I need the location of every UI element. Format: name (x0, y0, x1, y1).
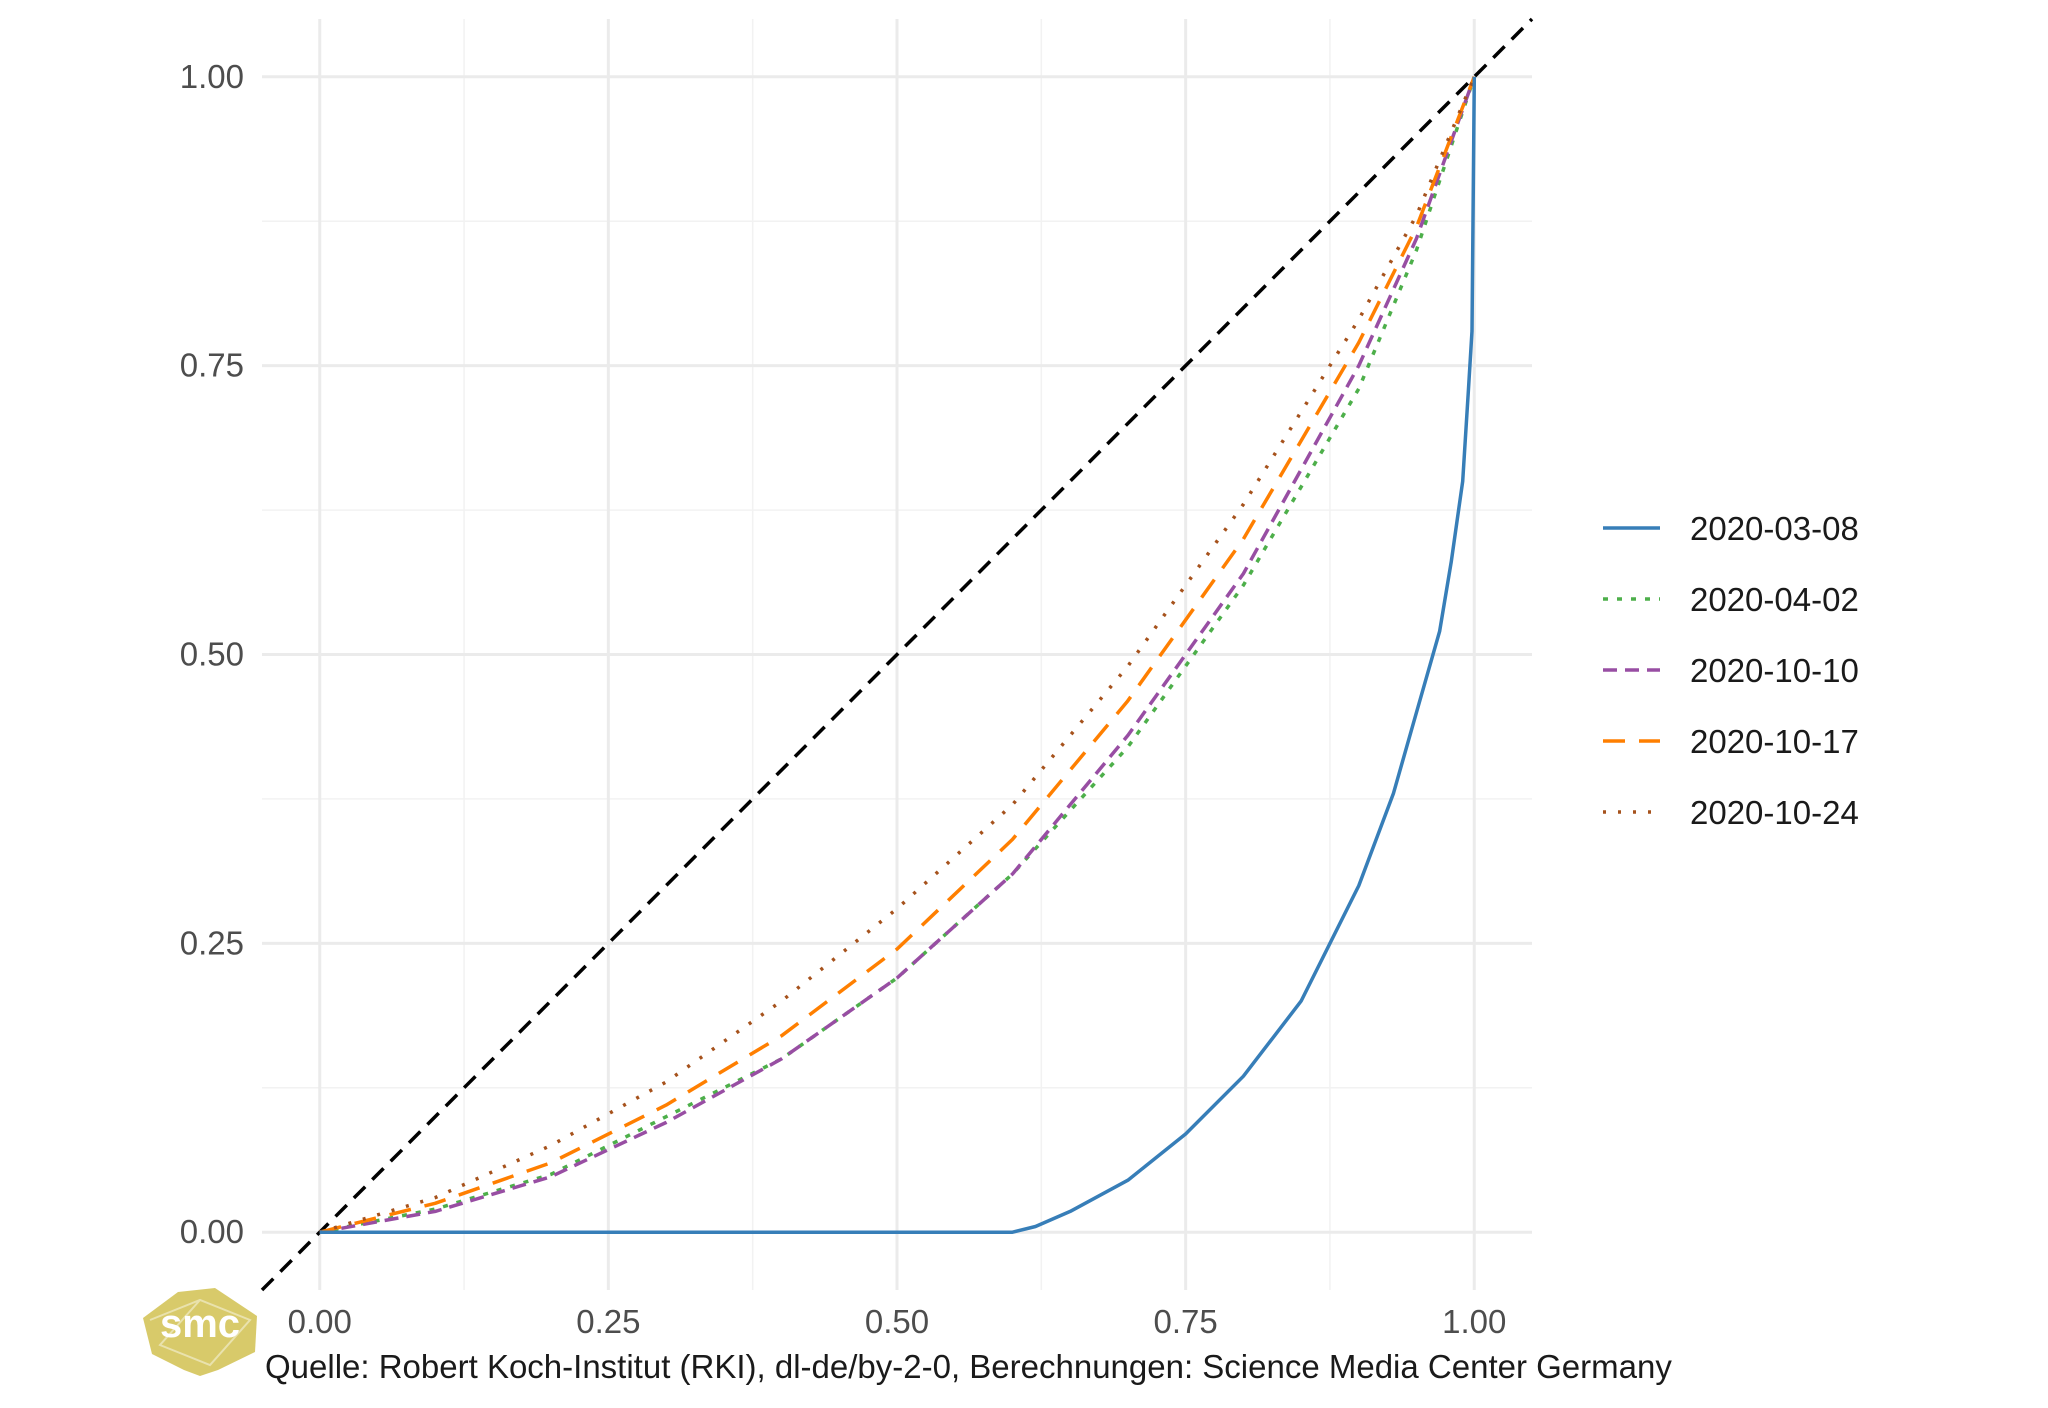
x-tick-label: 0.50 (865, 1303, 929, 1340)
reference-line-layer (260, 17, 1534, 1292)
smc-logo-shape (143, 1288, 257, 1376)
y-tick-label: 0.25 (180, 924, 244, 961)
series-line-2020-03-08 (319, 76, 1477, 1234)
source-caption: Quelle: Robert Koch-Institut (RKI), dl-d… (265, 1348, 1672, 1385)
legend-label-2020-03-08: 2020-03-08 (1690, 510, 1859, 547)
equality-reference-line (260, 17, 1534, 1292)
smc-logo-facet-lines (149, 1298, 252, 1367)
legend: 2020-03-08 2020-04-02 2020-10-10 2020-10-17… (1603, 510, 1859, 831)
axis-labels-layer: 0.00 0.25 0.50 0.75 1.00 0.00 0.25 0.50 0.75 1.00 (180, 58, 1507, 1340)
x-tick-label: 0.25 (576, 1303, 640, 1340)
legend-label-2020-10-17: 2020-10-17 (1690, 723, 1859, 760)
series-line-2020-10-17 (319, 76, 1476, 1234)
smc-logo-text: smc (160, 1302, 240, 1346)
y-tick-label: 0.75 (180, 347, 244, 384)
y-tick-label: 0.50 (180, 636, 244, 673)
smc-logo: smc (143, 1288, 257, 1376)
legend-label-2020-10-10: 2020-10-10 (1690, 652, 1859, 689)
legend-label-2020-10-24: 2020-10-24 (1690, 794, 1859, 831)
x-tick-label: 0.75 (1154, 1303, 1218, 1340)
series-layer (319, 76, 1477, 1234)
x-tick-label: 0.00 (288, 1303, 352, 1340)
y-tick-label: 0.00 (180, 1213, 244, 1250)
x-tick-label: 1.00 (1442, 1303, 1506, 1340)
y-tick-label: 1.00 (180, 58, 244, 95)
series-line-2020-10-24 (319, 76, 1476, 1234)
legend-label-2020-04-02: 2020-04-02 (1690, 581, 1859, 618)
series-line-2020-10-10 (319, 76, 1476, 1234)
